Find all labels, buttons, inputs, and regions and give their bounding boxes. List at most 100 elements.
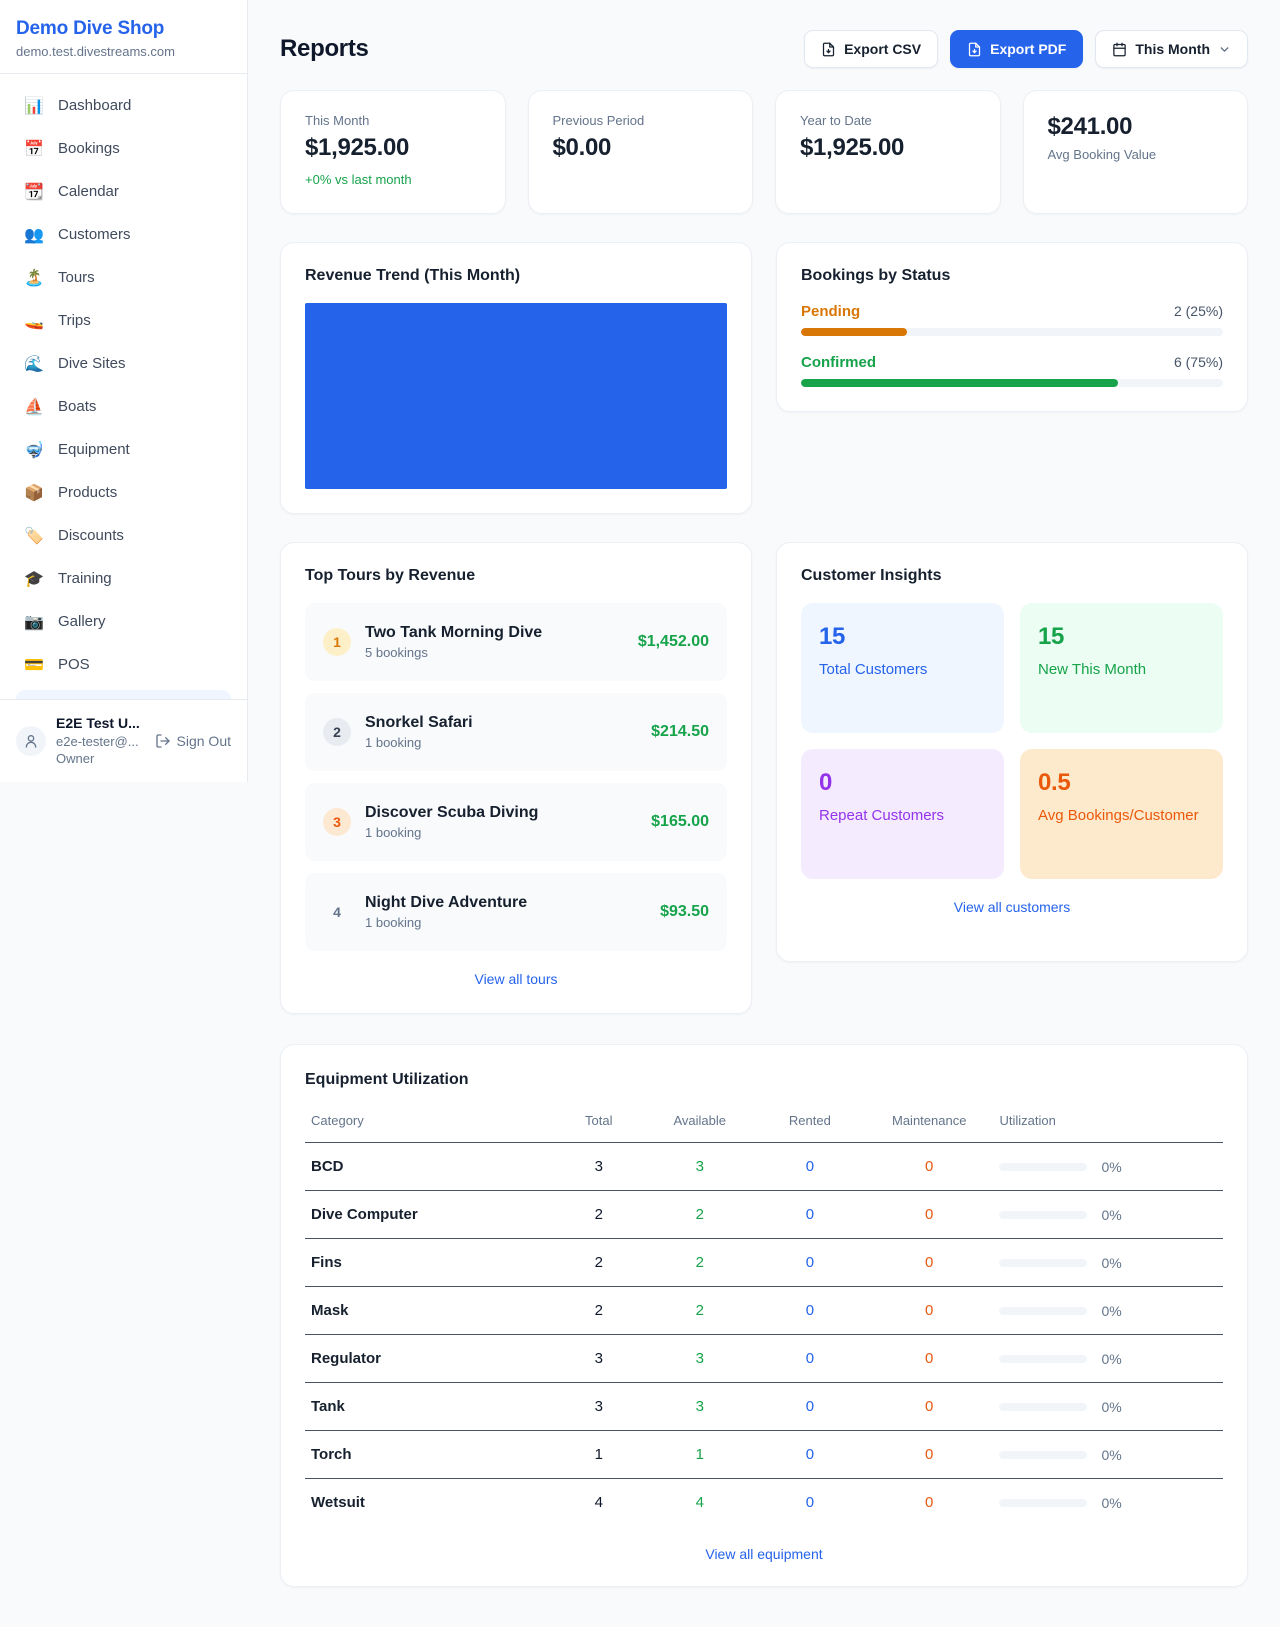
- table-row: Tank 3 3 0 0 0%: [305, 1382, 1223, 1431]
- status-bar-track: [801, 379, 1223, 387]
- sidebar-item-discounts[interactable]: 🏷️ Discounts: [0, 514, 247, 557]
- tile-avg-bookings-customer: 0.5 Avg Bookings/Customer: [1020, 749, 1223, 879]
- cell-utilization: 0%: [993, 1430, 1223, 1479]
- calendar-icon: 📆: [24, 183, 44, 201]
- cell-available: 2: [644, 1238, 755, 1287]
- view-all-equipment-link[interactable]: View all equipment: [705, 1546, 823, 1562]
- tour-name: Discover Scuba Diving: [365, 804, 539, 821]
- sidebar-item-label: Bookings: [58, 140, 120, 157]
- customers-icon: 👥: [24, 226, 44, 244]
- bookings-by-status-title: Bookings by Status: [801, 267, 951, 284]
- sidebar-item-dive-sites[interactable]: 🌊 Dive Sites: [0, 342, 247, 385]
- user-email: e2e-tester@...: [56, 733, 139, 749]
- export-csv-label: Export CSV: [844, 41, 922, 57]
- export-csv-button[interactable]: Export CSV: [804, 30, 939, 68]
- tour-bookings: 5 bookings: [365, 645, 428, 660]
- table-row: Torch 1 1 0 0 0%: [305, 1430, 1223, 1479]
- tile-repeat-customers: 0 Repeat Customers: [801, 749, 1004, 879]
- table-row: Mask 2 2 0 0 0%: [305, 1286, 1223, 1335]
- stat-card-previous-period: Previous Period $0.00: [527, 90, 753, 214]
- cell-total: 3: [552, 1334, 645, 1383]
- col-header-rented: Rented: [788, 1113, 831, 1128]
- tile-label: New This Month: [1038, 661, 1147, 678]
- cell-total: 1: [552, 1430, 645, 1479]
- stat-card-year-to-date: Year to Date $1,925.00: [775, 90, 1001, 214]
- sidebar-item-bookings[interactable]: 📅 Bookings: [0, 127, 247, 170]
- discounts-icon: 🏷️: [24, 527, 44, 545]
- sidebar-item-label: Customers: [58, 226, 131, 243]
- rank-badge: 3: [323, 808, 351, 836]
- sidebar-item-label: Products: [58, 484, 118, 501]
- cell-maintenance: 0: [864, 1238, 994, 1287]
- cell-rented: 0: [754, 1430, 865, 1479]
- tour-name: Two Tank Morning Dive: [365, 624, 543, 641]
- avatar: [16, 726, 46, 756]
- utilization-percent-label: 0%: [1101, 1158, 1122, 1175]
- training-icon: 🎓: [24, 570, 44, 588]
- cell-rented: 0: [754, 1190, 865, 1239]
- tours-icon: 🏝️: [24, 269, 44, 287]
- tour-revenue: $165.00: [651, 813, 709, 830]
- period-dropdown[interactable]: This Month: [1095, 30, 1248, 68]
- revenue-trend-title: Revenue Trend (This Month): [305, 267, 521, 284]
- sidebar-item-dashboard[interactable]: 📊 Dashboard: [0, 84, 247, 127]
- revenue-trend-card: Revenue Trend (This Month): [280, 242, 752, 514]
- col-header-total: Total: [585, 1113, 613, 1128]
- utilization-bar-track: [999, 1402, 1088, 1411]
- stat-label: Year to Date: [800, 113, 872, 128]
- sign-out-label: Sign Out: [176, 733, 231, 749]
- sidebar-item-tours[interactable]: 🏝️ Tours: [0, 256, 247, 299]
- export-pdf-button[interactable]: Export PDF: [950, 30, 1084, 68]
- sidebar-item-products[interactable]: 📦 Products: [0, 471, 247, 514]
- sidebar-item-customers[interactable]: 👥 Customers: [0, 213, 247, 256]
- sidebar-item-gallery[interactable]: 📷 Gallery: [0, 600, 247, 643]
- insight-tiles: 15 Total Customers 15 New This Month 0 R…: [801, 603, 1223, 879]
- stat-delta: +0% vs last month: [305, 172, 412, 187]
- tour-bookings: 1 booking: [365, 825, 422, 840]
- cell-utilization: 0%: [993, 1382, 1223, 1431]
- sidebar-item-reports-active-partial[interactable]: [16, 690, 231, 700]
- cell-available: 2: [644, 1190, 755, 1239]
- rank-badge: 2: [323, 718, 351, 746]
- utilization-percent-label: 0%: [1101, 1446, 1122, 1463]
- sign-out-button[interactable]: Sign Out: [155, 733, 231, 749]
- tile-value: 15: [1038, 623, 1065, 650]
- tile-label: Repeat Customers: [819, 807, 945, 824]
- calendar-icon: [1113, 42, 1127, 56]
- stat-value: $0.00: [552, 134, 612, 161]
- tour-bookings: 1 booking: [365, 915, 422, 930]
- view-all-customers-link[interactable]: View all customers: [953, 899, 1071, 915]
- sidebar-item-calendar[interactable]: 📆 Calendar: [0, 170, 247, 213]
- tile-label: Avg Bookings/Customer: [1038, 807, 1199, 824]
- tour-row: 4 Night Dive Adventure 1 booking $93.50: [305, 873, 727, 951]
- cell-category: BCD: [305, 1142, 553, 1191]
- stat-label: Previous Period: [552, 113, 645, 128]
- cell-rented: 0: [754, 1382, 865, 1431]
- sidebar-item-equipment[interactable]: 🤿 Equipment: [0, 428, 247, 471]
- cell-available: 3: [644, 1382, 755, 1431]
- sidebar-item-boats[interactable]: ⛵ Boats: [0, 385, 247, 428]
- sidebar-item-label: Dashboard: [58, 97, 132, 114]
- equipment-icon: 🤿: [24, 441, 44, 459]
- sidebar-item-training[interactable]: 🎓 Training: [0, 557, 247, 600]
- cell-total: 4: [552, 1478, 645, 1526]
- tour-bookings: 1 booking: [365, 735, 422, 750]
- cell-rented: 0: [754, 1286, 865, 1335]
- tour-revenue: $93.50: [660, 903, 709, 920]
- cell-rented: 0: [754, 1334, 865, 1383]
- table-header-row: Category Total Available Rented Maintena…: [305, 1103, 1223, 1143]
- cell-total: 3: [552, 1142, 645, 1191]
- cell-total: 3: [552, 1382, 645, 1431]
- sidebar-item-trips[interactable]: 🚤 Trips: [0, 299, 247, 342]
- charts-row: Revenue Trend (This Month) Bookings by S…: [280, 242, 1248, 514]
- dashboard-icon: 📊: [24, 97, 44, 115]
- cell-total: 2: [552, 1286, 645, 1335]
- view-all-tours-link[interactable]: View all tours: [474, 971, 558, 987]
- status-count-pending: 2 (25%): [1173, 303, 1223, 319]
- export-pdf-label: Export PDF: [990, 41, 1067, 57]
- sidebar-item-pos[interactable]: 💳 POS: [0, 643, 247, 686]
- col-header-category: Category: [311, 1113, 364, 1128]
- sidebar-item-label: Calendar: [58, 183, 119, 200]
- brand-domain: demo.test.divestreams.com: [16, 44, 175, 59]
- sidebar-item-label: POS: [58, 656, 90, 673]
